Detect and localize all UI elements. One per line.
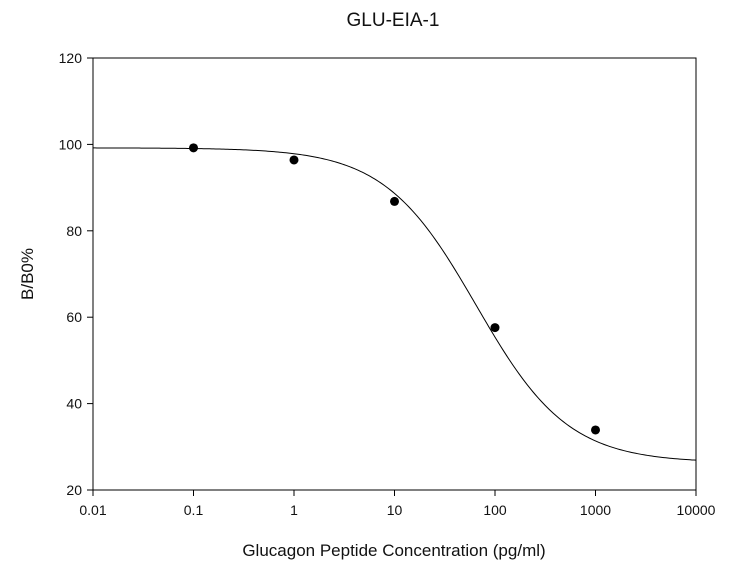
plot-area-frame	[92, 57, 697, 491]
x-axis: 0.01 0.1 1 10 100 1000 10000	[79, 490, 716, 518]
x-axis-label: Glucagon Peptide Concentration (pg/ml)	[242, 541, 545, 560]
x-tick-label: 1	[290, 502, 298, 518]
fit-curve	[93, 147, 697, 461]
y-tick-label: 120	[59, 50, 83, 66]
data-point	[490, 323, 500, 333]
x-tick-label: 100	[483, 502, 507, 518]
x-tick-label: 0.1	[184, 502, 204, 518]
y-tick-label: 80	[66, 223, 82, 239]
chart-title: GLU-EIA-1	[347, 10, 440, 31]
x-tick-label: 10	[387, 502, 403, 518]
y-tick-label: 100	[59, 136, 83, 152]
y-tick-label: 40	[66, 396, 82, 412]
data-point	[189, 143, 198, 153]
data-point	[591, 425, 600, 435]
data-point	[289, 155, 299, 165]
y-tick-label: 20	[66, 482, 82, 498]
x-tick-label: 1000	[580, 502, 611, 518]
data-point	[390, 196, 399, 206]
x-tick-label: 10000	[677, 502, 716, 518]
y-axis: 20 40 60 80 100 120	[59, 50, 93, 498]
x-tick-label: 0.01	[79, 502, 106, 518]
y-tick-label: 60	[66, 309, 82, 325]
y-axis-label: B/B0%	[18, 248, 37, 300]
data-points	[189, 143, 600, 435]
